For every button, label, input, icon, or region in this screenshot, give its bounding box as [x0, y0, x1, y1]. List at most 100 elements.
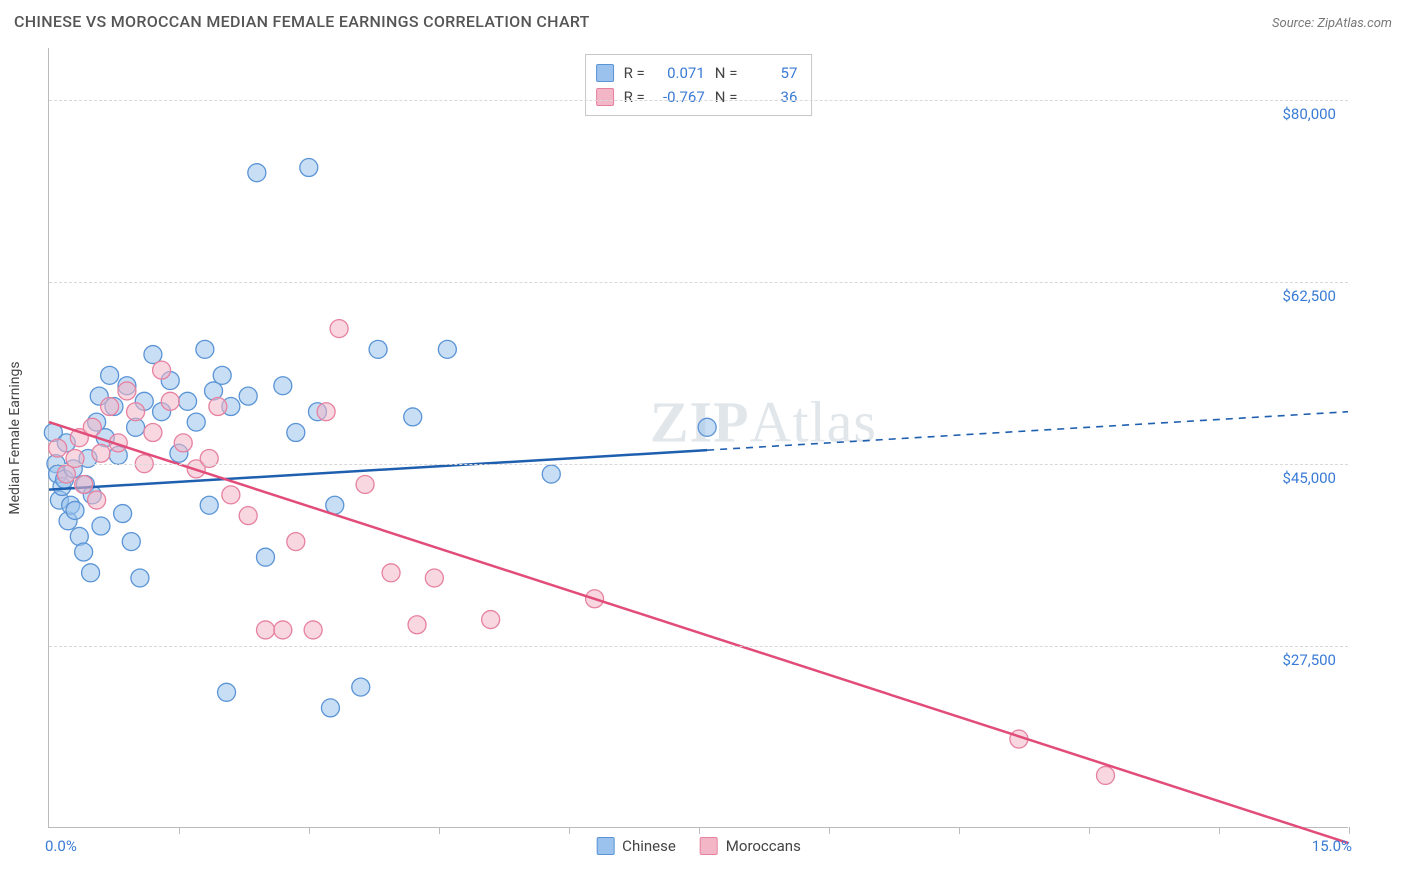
x-tick: [699, 827, 700, 834]
data-point-chinese: [200, 496, 218, 514]
data-point-moroccans: [127, 403, 145, 421]
x-tick: [959, 827, 960, 834]
swatch-chinese-icon: [596, 837, 614, 855]
data-point-chinese: [66, 501, 84, 519]
gridline: [49, 100, 1348, 101]
data-point-moroccans: [101, 398, 119, 416]
r-label: R =: [624, 61, 645, 85]
data-point-chinese: [542, 465, 560, 483]
n-value-moroccans: 36: [747, 85, 797, 109]
data-point-moroccans: [1097, 766, 1115, 784]
x-tick: [1349, 827, 1350, 834]
chart-header: CHINESE VS MOROCCAN MEDIAN FEMALE EARNIN…: [14, 12, 1392, 31]
x-tick: [179, 827, 180, 834]
x-min-label: 0.0%: [45, 837, 77, 855]
y-tick-label: $80,000: [1282, 105, 1336, 123]
gridline: [49, 646, 1348, 647]
data-point-chinese: [248, 164, 266, 182]
data-point-chinese: [131, 569, 149, 587]
data-point-moroccans: [274, 621, 292, 639]
data-point-chinese: [369, 340, 387, 358]
x-max-label: 15.0%: [1312, 837, 1352, 855]
r-value-moroccans: -0.767: [655, 85, 705, 109]
data-point-moroccans: [222, 486, 240, 504]
gridline: [49, 282, 1348, 283]
r-value-chinese: 0.071: [655, 61, 705, 85]
x-tick: [1089, 827, 1090, 834]
data-point-chinese: [239, 387, 257, 405]
data-point-chinese: [213, 366, 231, 384]
data-point-moroccans: [92, 444, 110, 462]
data-point-moroccans: [425, 569, 443, 587]
legend-row-chinese: R = 0.071 N = 57: [596, 61, 798, 85]
legend-label-chinese: Chinese: [622, 837, 676, 855]
correlation-legend: R = 0.071 N = 57 R = -0.767 N = 36: [585, 54, 813, 116]
data-point-chinese: [321, 699, 339, 717]
data-point-chinese: [438, 340, 456, 358]
data-point-moroccans: [257, 621, 275, 639]
data-point-moroccans: [144, 424, 162, 442]
legend-item-moroccans: Moroccans: [700, 837, 801, 855]
data-point-moroccans: [408, 616, 426, 634]
chart-plot-area: Median Female Earnings ZIPAtlas R = 0.07…: [48, 48, 1348, 828]
source-attribution: Source: ZipAtlas.com: [1272, 16, 1392, 31]
data-point-moroccans: [239, 507, 257, 525]
x-tick: [309, 827, 310, 834]
n-label: N =: [715, 85, 738, 109]
data-point-moroccans: [356, 475, 374, 493]
data-point-chinese: [122, 533, 140, 551]
swatch-moroccans-icon: [700, 837, 718, 855]
swatch-chinese: [596, 64, 614, 82]
data-point-chinese: [287, 424, 305, 442]
data-point-chinese: [218, 683, 236, 701]
gridline: [49, 464, 1348, 465]
data-point-chinese: [300, 159, 318, 177]
data-point-moroccans: [118, 382, 136, 400]
x-tick: [569, 827, 570, 834]
data-point-moroccans: [161, 392, 179, 410]
data-point-moroccans: [209, 398, 227, 416]
y-tick-label: $62,500: [1282, 287, 1336, 305]
chart-title: CHINESE VS MOROCCAN MEDIAN FEMALE EARNIN…: [14, 12, 590, 31]
data-point-moroccans: [317, 403, 335, 421]
legend-label-moroccans: Moroccans: [726, 837, 801, 855]
data-point-chinese: [92, 517, 110, 535]
series-legend: Chinese Moroccans: [596, 837, 801, 855]
y-axis-label: Median Female Earnings: [7, 361, 23, 514]
data-point-moroccans: [75, 475, 93, 493]
data-point-chinese: [114, 505, 132, 523]
data-point-moroccans: [304, 621, 322, 639]
y-tick-label: $27,500: [1282, 651, 1336, 669]
trend-line-moroccans: [49, 422, 1348, 843]
data-point-moroccans: [88, 491, 106, 509]
data-point-chinese: [257, 548, 275, 566]
swatch-moroccans: [596, 88, 614, 106]
y-tick-label: $45,000: [1282, 469, 1336, 487]
data-point-moroccans: [287, 533, 305, 551]
data-point-moroccans: [330, 320, 348, 338]
data-point-moroccans: [49, 439, 67, 457]
data-point-moroccans: [174, 434, 192, 452]
x-tick: [829, 827, 830, 834]
legend-row-moroccans: R = -0.767 N = 36: [596, 85, 798, 109]
legend-item-chinese: Chinese: [596, 837, 676, 855]
trend-line-extrapolated-chinese: [707, 412, 1348, 450]
data-point-moroccans: [482, 611, 500, 629]
data-point-chinese: [352, 678, 370, 696]
data-point-moroccans: [382, 564, 400, 582]
data-point-chinese: [274, 377, 292, 395]
x-tick: [1219, 827, 1220, 834]
data-point-chinese: [187, 413, 205, 431]
n-label: N =: [715, 61, 738, 85]
data-point-chinese: [75, 543, 93, 561]
data-point-chinese: [404, 408, 422, 426]
data-point-chinese: [698, 418, 716, 436]
data-point-chinese: [101, 366, 119, 384]
r-label: R =: [624, 85, 645, 109]
data-point-chinese: [196, 340, 214, 358]
data-point-moroccans: [153, 361, 171, 379]
x-tick: [439, 827, 440, 834]
scatter-plot-svg: [49, 48, 1348, 827]
data-point-chinese: [179, 392, 197, 410]
n-value-chinese: 57: [747, 61, 797, 85]
